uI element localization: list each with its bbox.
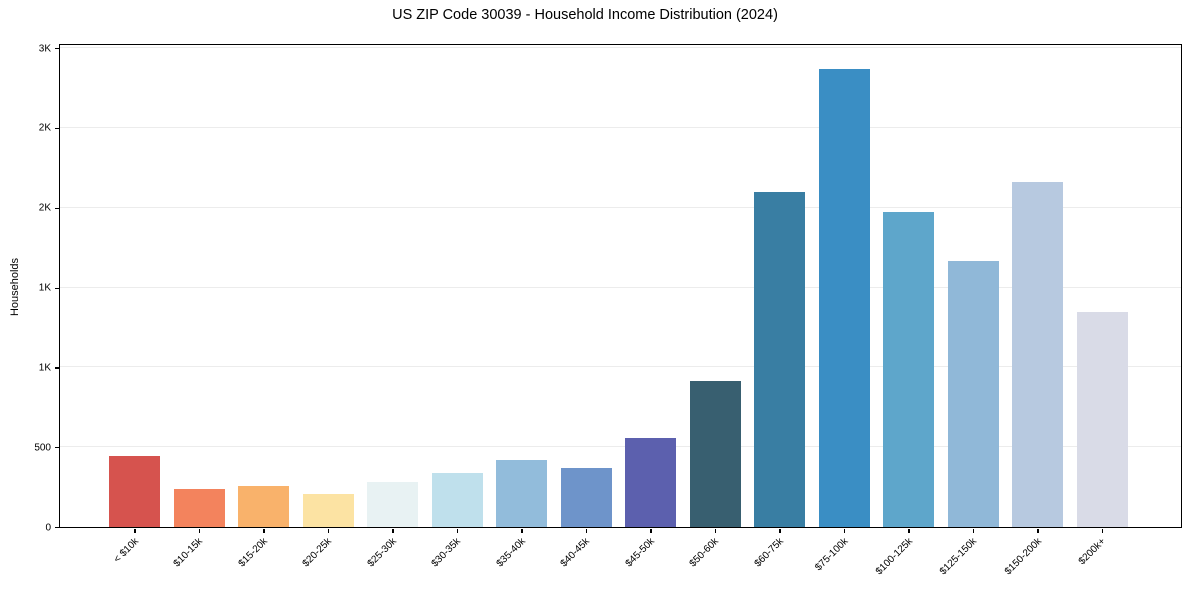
x-tick-label: $25-30k (365, 536, 399, 570)
x-tick-mark (585, 529, 588, 533)
bar-$60-75k (754, 192, 805, 527)
x-tick-label: $40-45k (558, 536, 593, 570)
y-axis-title: Households (9, 257, 21, 317)
x-tick-label: $100-125k (873, 536, 915, 578)
y-tick-label: 1K (38, 282, 51, 294)
bar-$10-15k (173, 488, 225, 527)
y-tick-label: 1K (38, 362, 51, 374)
gridline (60, 366, 1181, 368)
bar-$35-40k (496, 459, 547, 527)
bar-$100-125k (883, 212, 934, 527)
y-tick-label: 0 (45, 522, 51, 533)
y-tick-label: 3K (38, 43, 51, 55)
plot-area (59, 44, 1182, 528)
x-tick-mark (843, 529, 846, 533)
x-tick-label: $15-20k (236, 536, 270, 570)
gridline (60, 286, 1181, 288)
gridline (60, 47, 1181, 49)
x-tick-mark (456, 529, 459, 533)
gridline (60, 206, 1181, 208)
x-tick-label: $200k+ (1077, 536, 1109, 568)
y-tick-mark (55, 287, 59, 289)
x-tick-mark (1037, 529, 1039, 533)
x-tick-mark (779, 529, 781, 533)
x-tick-label: $45-50k (623, 536, 657, 570)
chart-title: US ZIP Code 30039 - Household Income Dis… (392, 7, 778, 23)
gridline (60, 127, 1181, 128)
y-tick-mark (55, 48, 59, 50)
x-tick-label: $20-25k (300, 536, 335, 570)
bar-$45-50k (625, 437, 676, 527)
y-tick-mark (55, 447, 59, 449)
y-tick-label: 2K (38, 202, 51, 214)
bar-$125-150k (947, 261, 999, 527)
y-tick-mark (55, 207, 59, 210)
bar-$25-30k (367, 481, 418, 527)
bar-$20-25k (302, 493, 354, 527)
x-tick-label: $35-40k (494, 536, 528, 570)
x-tick-mark (392, 529, 394, 533)
bar-$30-35k (431, 472, 483, 527)
y-tick-label: 2K (38, 122, 51, 134)
x-tick-label: $125-150k (938, 536, 980, 578)
x-tick-mark (263, 529, 265, 533)
y-tick-mark (55, 527, 59, 529)
x-tick-mark (198, 529, 201, 533)
x-tick-label: $50-60k (687, 536, 722, 570)
x-tick-label: $75-100k (813, 536, 851, 574)
x-tick-mark (650, 529, 652, 533)
bar-$50-60k (689, 380, 741, 527)
bar-$200k+ (1076, 312, 1128, 527)
x-tick-mark (714, 529, 717, 533)
x-tick-mark (908, 529, 910, 533)
x-tick-mark (521, 529, 523, 533)
bar-$75-100k (818, 68, 870, 527)
x-tick-mark (134, 529, 136, 533)
bar-$40-45k (560, 467, 612, 527)
bar-< $10k (109, 455, 160, 527)
x-tick-mark (972, 529, 975, 533)
bar-$150-200k (1012, 182, 1063, 527)
x-tick-mark (327, 529, 330, 533)
bar-$15-20k (238, 485, 289, 527)
x-tick-label: < $10k (111, 536, 141, 566)
x-tick-label: $30-35k (429, 536, 464, 570)
x-tick-mark (1101, 529, 1104, 533)
y-tick-label: 500 (34, 442, 51, 454)
x-tick-label: $10-15k (171, 536, 206, 570)
x-tick-label: $60-75k (752, 536, 786, 570)
x-tick-label: $150-200k (1002, 536, 1044, 578)
y-tick-mark (55, 127, 59, 130)
y-tick-mark (55, 367, 59, 369)
gridline (60, 446, 1181, 448)
